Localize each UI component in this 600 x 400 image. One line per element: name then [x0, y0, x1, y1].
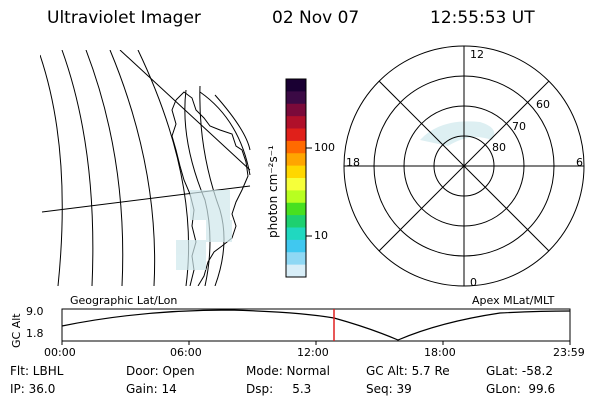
altitude-plot: [61, 308, 571, 345]
altitude-ylabel: GC Alt: [10, 313, 23, 348]
mlt-0-label: 0: [470, 276, 477, 289]
info-glon: GLon: 99.6: [486, 382, 556, 396]
x-tick-label: 18:00: [424, 346, 456, 359]
info-seq: Seq: 39: [366, 382, 412, 396]
date-label: 02 Nov 07: [272, 8, 360, 28]
colorbar-tick-100: 100: [314, 141, 335, 154]
polar-axis-diagonal: [378, 80, 550, 252]
info-ip: IP: 36.0: [10, 382, 56, 396]
instrument-title: Ultraviolet Imager: [47, 8, 201, 28]
mlat-80-label: 80: [492, 141, 506, 154]
colorbar-tick-10: 10: [314, 229, 328, 242]
geographic-map: [40, 50, 251, 286]
colorbar-band: [286, 227, 306, 241]
time-label: 12:55:53 UT: [430, 8, 535, 28]
colorbar-band: [286, 140, 306, 154]
polar-plot-label: Apex MLat/MLT: [472, 294, 555, 307]
meridian-line: [40, 54, 63, 286]
info-dsp: Dsp: 5.3: [246, 382, 312, 396]
colorbar-band: [286, 178, 306, 191]
altitude-y-bottom: 1.8: [26, 327, 44, 340]
x-tick-label: 12:00: [297, 346, 329, 359]
colorbar-frame: [285, 78, 307, 278]
info-door: Door: Open: [126, 364, 195, 378]
x-tick-label: 00:00: [44, 346, 76, 359]
meridian-line: [61, 50, 94, 286]
colorbar-band: [286, 252, 306, 266]
mlt-18-label: 18: [346, 156, 360, 169]
mlat-70-label: 70: [512, 120, 526, 133]
info-gain: Gain: 14: [126, 382, 177, 396]
parallel-line: [214, 94, 251, 151]
polar-plot: [343, 45, 585, 287]
mlt-12-label: 12: [470, 48, 484, 61]
colorbar-band: [286, 215, 306, 229]
colorbar-band: [286, 264, 306, 278]
colorbar-band: [286, 103, 306, 117]
colorbar: [286, 79, 306, 278]
meridian-line: [85, 50, 124, 286]
colorbar-band: [286, 190, 306, 204]
info-mode: Mode: Normal: [246, 364, 330, 378]
colorbar-band: [286, 153, 306, 167]
altitude-curve: [61, 309, 571, 341]
coastline: [175, 91, 249, 286]
x-tick-label: 06:00: [170, 346, 202, 359]
mlat-60-label: 60: [536, 98, 550, 111]
colorbar-band: [286, 91, 306, 105]
colorbar-band: [286, 79, 306, 92]
colorbar-band: [286, 202, 306, 216]
mlt-6-label: 6: [576, 156, 583, 169]
info-gcalt: GC Alt: 5.7 Re: [366, 364, 450, 378]
colorbar-band: [286, 116, 306, 130]
colorbar-band: [286, 239, 306, 253]
altitude-y-top: 9.0: [26, 305, 44, 318]
colorbar-band: [286, 128, 306, 142]
aurora-speckle: [176, 190, 232, 270]
info-flt: Flt: LBHL: [10, 364, 64, 378]
parallel-line: [199, 91, 251, 176]
x-tick-label: 23:59: [553, 346, 585, 359]
meridian-line: [109, 50, 156, 286]
colorbar-band: [286, 165, 306, 179]
info-glat: GLat: -58.2: [486, 364, 553, 378]
geographic-map-label: Geographic Lat/Lon: [70, 294, 178, 307]
colorbar-unit-label: photon cm⁻²s⁻¹: [266, 145, 280, 238]
aurora-oval: [420, 121, 495, 146]
